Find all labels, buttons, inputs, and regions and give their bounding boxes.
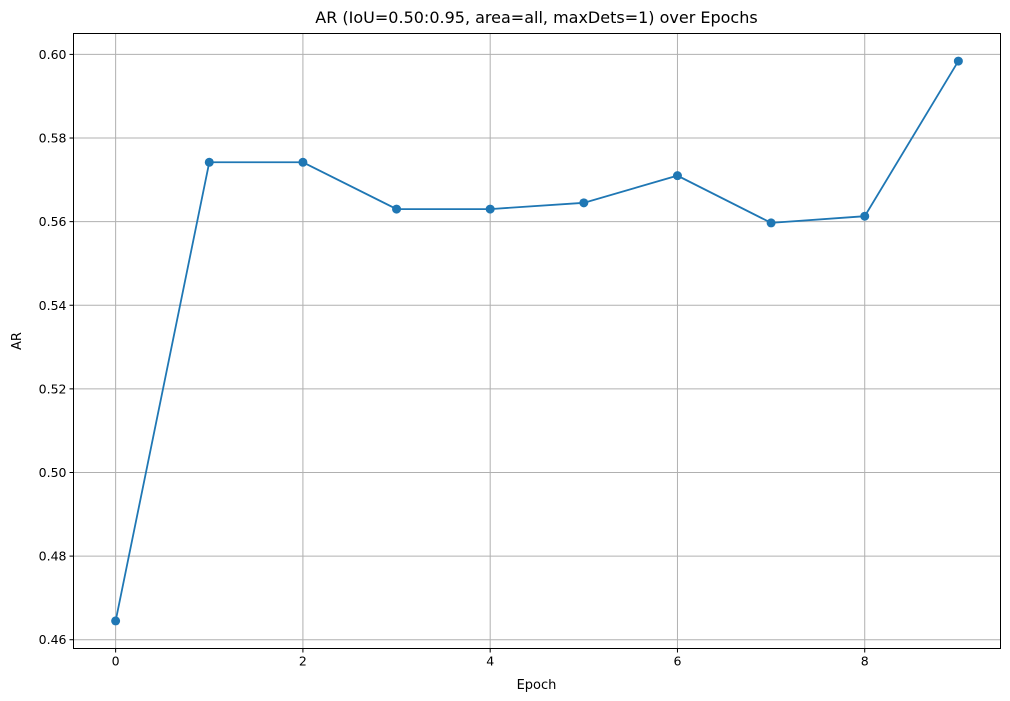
data-point [298,157,308,167]
data-point [672,171,682,181]
x-tick-label: 4 [486,654,494,669]
x-tick-label: 6 [673,654,681,669]
y-tick-label: 0.56 [39,214,67,229]
data-point [111,616,121,626]
y-tick-label: 0.52 [39,381,67,396]
chart-title: AR (IoU=0.50:0.95, area=all, maxDets=1) … [315,8,757,27]
x-tick-label: 8 [861,654,869,669]
data-point [485,204,495,214]
y-tick-label: 0.46 [39,632,67,647]
data-point [579,198,589,208]
data-point [204,157,214,167]
series-line [114,60,960,622]
axis-ticks: 0 2 4 6 8 0.46 0.48 0.50 0.52 0.54 0.56 0.58 0.60 [39,47,869,669]
y-tick-label: 0.48 [39,549,67,564]
x-axis-label: Epoch [517,678,557,693]
plot-area-frame [73,33,1001,649]
series-markers [111,56,963,626]
data-point [860,211,870,221]
y-axis-label: AR [10,332,25,350]
x-tick-label: 0 [112,654,120,669]
data-point [392,204,402,214]
data-point [953,56,963,66]
y-tick-label: 0.54 [39,298,67,313]
y-tick-label: 0.50 [39,465,67,480]
data-point [766,218,776,228]
grid-lines [73,33,1001,649]
y-tick-label: 0.60 [39,47,67,62]
x-tick-label: 2 [299,654,307,669]
y-tick-label: 0.58 [39,131,67,146]
